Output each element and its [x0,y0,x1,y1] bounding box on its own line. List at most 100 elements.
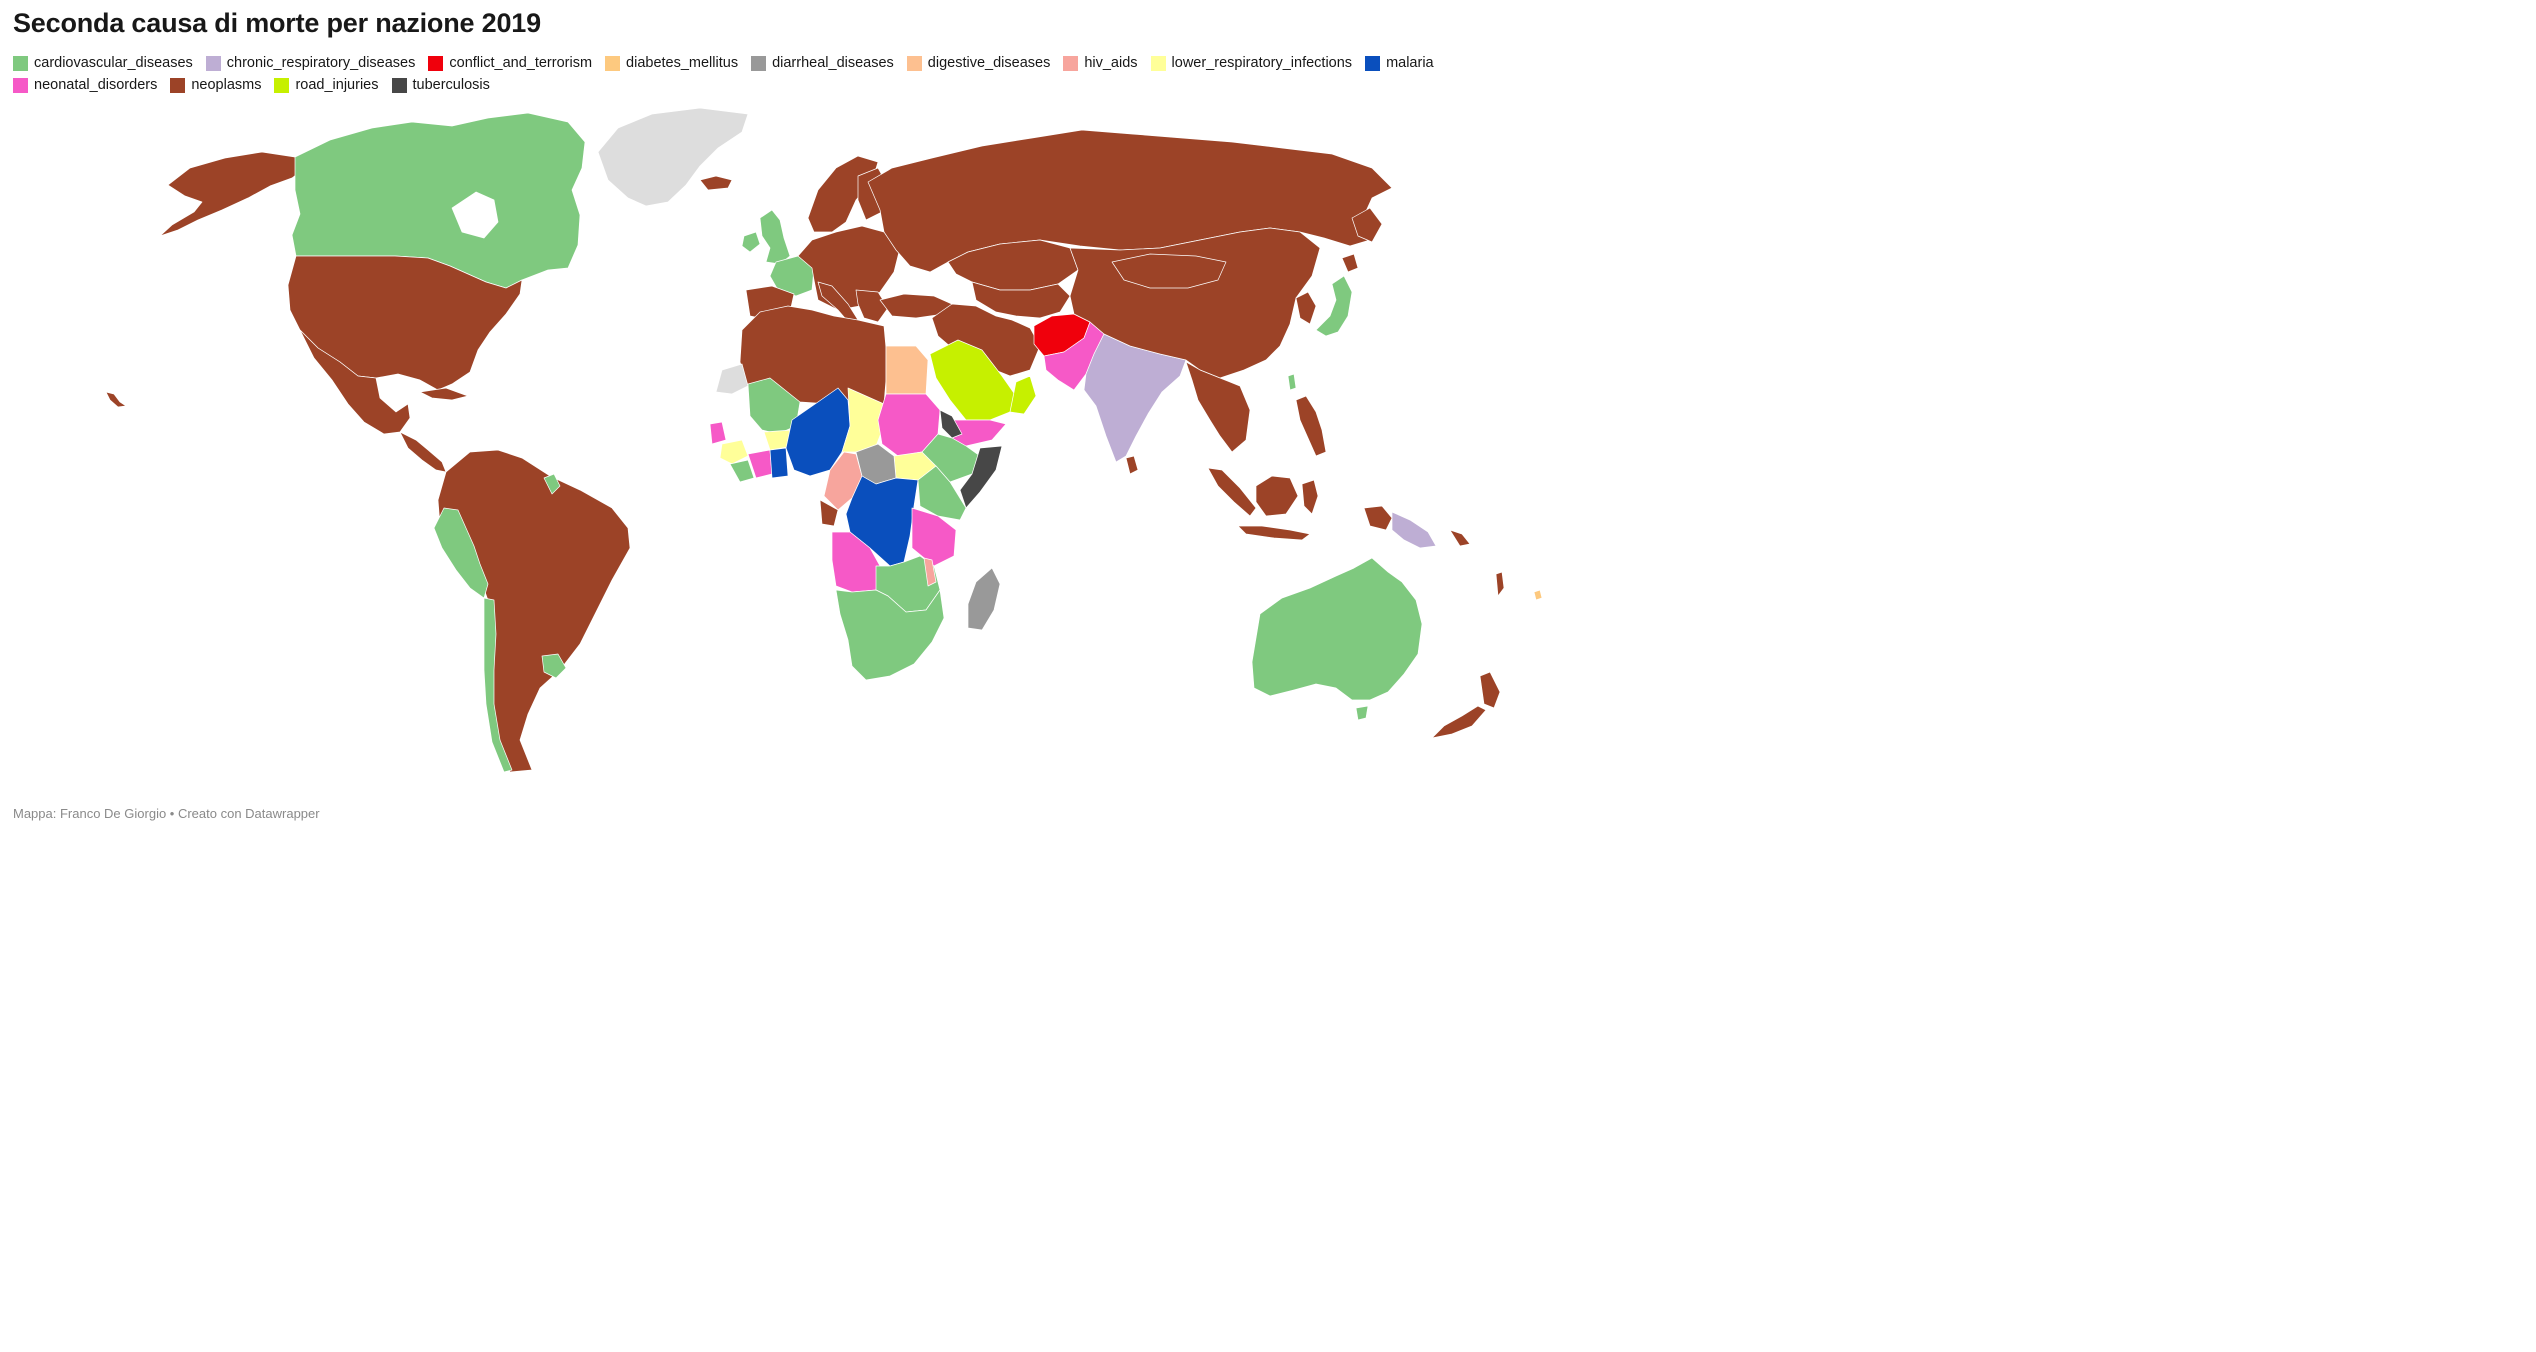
legend-label: chronic_respiratory_diseases [226,55,416,71]
region-fiji[interactable] [1495,571,1505,597]
legend-item-malaria: malaria [1365,55,1434,72]
region-indonesia-java[interactable] [1237,525,1311,541]
world-map [0,100,1552,790]
region-uganda-kenya[interactable] [917,465,967,521]
region-mongolia[interactable] [1111,253,1227,289]
region-australia[interactable] [1251,557,1423,701]
legend-label: digestive_diseases [927,55,1051,71]
region-ireland[interactable] [741,231,761,253]
legend-swatch [274,78,290,93]
region-tanzania[interactable] [911,507,957,567]
region-chile[interactable] [483,597,513,773]
region-png[interactable] [1391,511,1437,549]
legend-swatch [13,78,28,93]
legend-item-diabetes-mellitus: diabetes_mellitus [605,55,738,72]
legend-swatch [1365,56,1381,71]
legend-swatch [1063,56,1079,71]
region-central-asia[interactable] [971,281,1071,319]
region-gabon-congo[interactable] [819,499,839,527]
region-kamchatka[interactable] [1351,207,1383,243]
region-somalia[interactable] [959,445,1003,509]
legend-label: neoplasms [191,77,262,93]
world-map-svg [105,107,1543,773]
legend-label: hiv_aids [1084,55,1138,71]
region-canada-hudson [451,191,499,239]
region-iceland[interactable] [699,175,733,191]
region-png-west[interactable] [1363,505,1393,531]
region-greenland[interactable] [597,107,749,207]
legend-item-lower-respiratory-infections: lower_respiratory_infections [1150,55,1353,72]
region-japan[interactable] [1315,275,1353,337]
region-borneo[interactable] [1255,475,1299,517]
region-russia[interactable] [867,129,1393,273]
legend-swatch [605,56,621,71]
region-se-asia[interactable] [1185,361,1251,453]
region-eritrea-djibouti[interactable] [939,409,963,439]
map-title: Seconda causa di morte per nazione 2019 [13,8,541,38]
region-uruguay[interactable] [541,653,567,679]
region-sierra-liberia[interactable] [729,459,755,483]
region-oman[interactable] [1009,375,1037,415]
legend: cardiovascular_diseases chronic_respirat… [13,55,1493,94]
region-tasmania[interactable] [1355,705,1369,721]
legend-label: cardiovascular_diseases [34,55,193,71]
region-alaska[interactable] [159,151,306,237]
region-tonga[interactable] [1533,589,1543,601]
region-taiwan[interactable] [1287,373,1297,391]
legend-label: malaria [1386,55,1434,71]
region-nz-north[interactable] [1479,671,1501,709]
region-solomon[interactable] [1449,529,1471,547]
region-mexico[interactable] [299,329,411,435]
region-sri-lanka[interactable] [1125,455,1139,475]
legend-item-conflict-and-terrorism: conflict_and_terrorism [428,55,592,72]
source-credit: Mappa: Franco De Giorgio • Creato con Da… [13,806,320,821]
legend-label: tuberculosis [412,77,490,93]
legend-label: diabetes_mellitus [626,55,739,71]
legend-label: neonatal_disorders [34,77,158,93]
region-korea[interactable] [1295,291,1317,325]
region-madagascar[interactable] [967,567,1001,631]
legend-item-tuberculosis: tuberculosis [391,77,490,94]
region-nz-south[interactable] [1431,705,1487,739]
legend-item-neoplasms: neoplasms [170,77,261,94]
legend-swatch [170,78,186,93]
legend-label: road_injuries [295,77,379,93]
region-western-sahara[interactable] [715,363,749,395]
region-cuba[interactable] [419,387,469,401]
region-kazakhstan[interactable] [947,239,1079,291]
region-southern-africa[interactable] [835,589,945,681]
region-sulawesi[interactable] [1301,479,1319,515]
region-philippines[interactable] [1295,395,1327,457]
legend-item-road-injuries: road_injuries [274,77,379,94]
legend-item-chronic-respiratory-diseases: chronic_respiratory_diseases [205,55,416,72]
region-hokkaido[interactable] [1341,253,1359,273]
region-uk[interactable] [759,209,791,265]
region-greece-balkans[interactable] [855,289,889,323]
legend-item-digestive-diseases: digestive_diseases [906,55,1051,72]
legend-swatch [391,78,407,93]
region-peru[interactable] [433,507,489,599]
region-guyana[interactable] [543,473,561,495]
legend-swatch [906,56,922,71]
region-guinea[interactable] [719,439,749,465]
region-south-america[interactable] [437,449,631,773]
region-egypt[interactable] [885,345,929,395]
legend-swatch [751,56,767,71]
region-malawi[interactable] [923,557,937,587]
legend-item-hiv-aids: hiv_aids [1063,55,1138,72]
legend-item-diarrheal-diseases: diarrheal_diseases [751,55,894,72]
legend-label: conflict_and_terrorism [449,55,593,71]
region-mali-mauritania[interactable] [747,377,801,435]
legend-swatch [1150,56,1166,71]
region-central-europe[interactable] [797,225,901,311]
legend-label: lower_respiratory_infections [1171,55,1353,71]
legend-swatch [428,56,444,71]
legend-swatch [205,56,221,71]
region-senegal[interactable] [709,421,727,445]
legend-item-neonatal-disorders: neonatal_disorders [13,77,157,94]
region-indonesia-sumatra[interactable] [1207,467,1257,517]
region-hawaii[interactable] [105,391,127,408]
legend-swatch [13,56,28,71]
region-ghana[interactable] [769,447,789,479]
region-central-america[interactable] [399,431,447,473]
